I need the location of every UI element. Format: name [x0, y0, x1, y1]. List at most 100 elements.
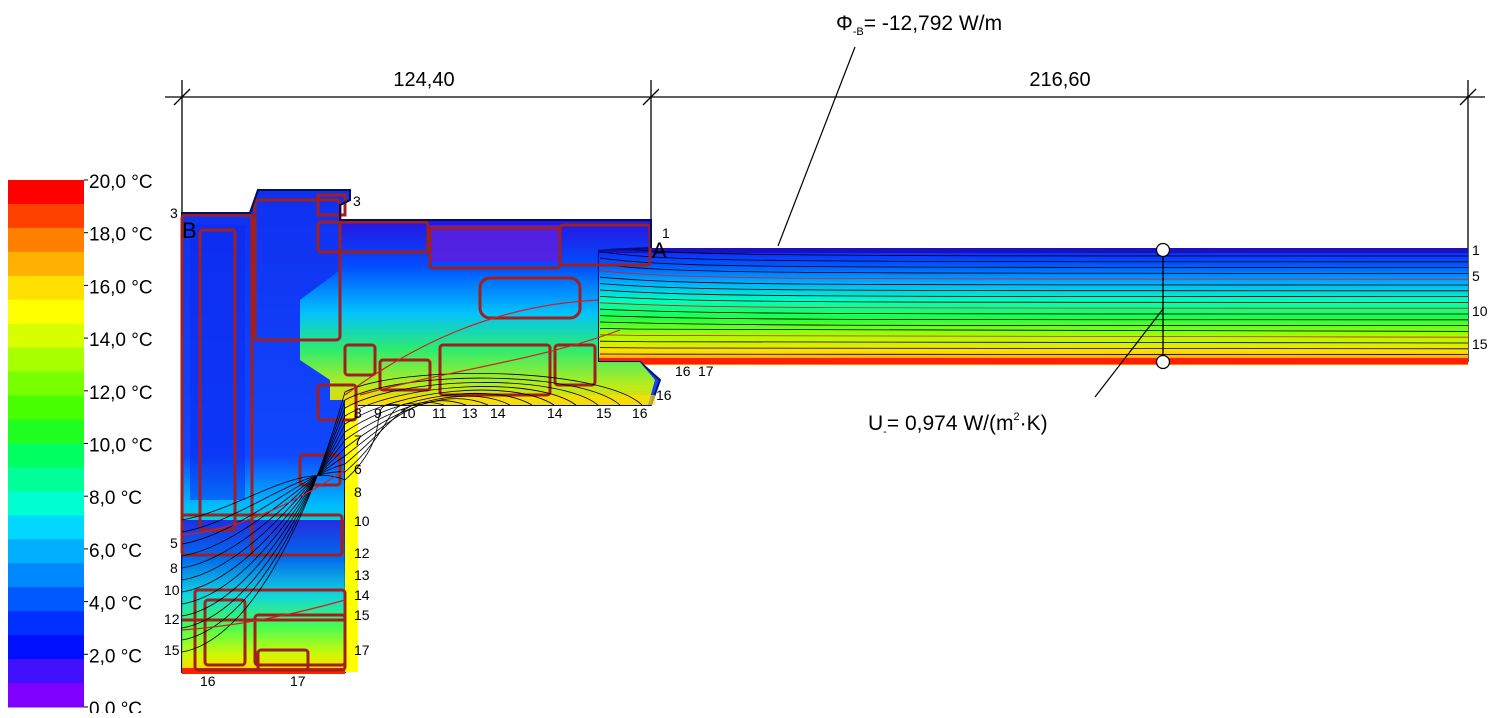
iso-label: 3 — [170, 205, 178, 221]
wall-isotherm — [599, 264, 1469, 274]
legend-swatch — [8, 635, 84, 660]
iso-label: 17 — [290, 673, 306, 689]
iso-label: 6 — [354, 461, 362, 477]
legend-label: 10,0 °C — [89, 436, 153, 457]
u-value-label: U-= 0,974 W/(m2·K) — [868, 411, 1048, 438]
iso-label: 5 — [1472, 268, 1480, 284]
iso-label: 16 — [632, 405, 648, 421]
iso-label: 7 — [354, 432, 362, 448]
isotherm-labels: 8 9 10 11 13 14 14 15 16 7 6 8 10 12 13 … — [164, 193, 1488, 689]
frame-isotherm — [181, 377, 621, 641]
iso-label: 14 — [490, 405, 506, 421]
flux-label: Φ-B= -12,792 W/m — [836, 12, 1002, 38]
wall-isotherm — [599, 321, 1469, 326]
frame-isotherm — [181, 398, 489, 569]
legend-swatch — [8, 203, 84, 229]
legend-swatch — [8, 275, 84, 301]
legend-swatch — [8, 563, 84, 588]
iso-label: 11 — [432, 405, 447, 421]
iso-label: 16 — [675, 363, 691, 379]
iso-label: 1 — [662, 225, 670, 241]
iso-label: 8 — [354, 405, 362, 421]
frame-isotherm — [181, 389, 555, 605]
iso-label: 16 — [200, 673, 216, 689]
legend-label: 16,0 °C — [89, 277, 153, 298]
legend-swatch — [8, 180, 84, 205]
flux-annotation: Φ-B= -12,792 W/m — [777, 12, 1002, 247]
legend-swatch — [8, 683, 84, 708]
iso-label: 17 — [354, 642, 370, 658]
wall-section — [598, 244, 1469, 365]
frame-isotherm — [181, 403, 423, 533]
iso-label: 8 — [354, 484, 362, 500]
legend-swatch — [8, 227, 84, 253]
frame-isotherms — [181, 372, 643, 653]
iso-label: 15 — [354, 607, 370, 623]
legend-label: 0,0 °C — [89, 699, 142, 713]
legend-swatch — [8, 659, 84, 684]
legend-label: 8,0 °C — [89, 488, 142, 509]
legend-swatch — [8, 251, 84, 277]
iso-label: 15 — [1472, 336, 1488, 352]
legend-label: 2,0 °C — [89, 646, 142, 667]
legend-label: 12,0 °C — [89, 383, 153, 404]
legend-label: 14,0 °C — [89, 330, 153, 351]
frame-outline — [182, 189, 652, 248]
iso-label: 14 — [354, 587, 370, 603]
wall-isotherm — [599, 302, 1469, 309]
frame-isotherms-red — [181, 299, 621, 631]
legend-swatch — [8, 467, 84, 492]
dimension-left: 124,40 — [393, 69, 454, 91]
iso-label: 15 — [596, 405, 612, 421]
frame-isotherm — [181, 395, 511, 581]
iso-label: 13 — [462, 405, 478, 421]
wall-isotherm — [599, 353, 1469, 355]
legend-swatch — [8, 515, 84, 540]
legend-swatch — [8, 299, 84, 325]
wall-isotherm — [599, 296, 1469, 303]
dimension-right: 216,60 — [1029, 69, 1090, 91]
iso-label: 10 — [164, 582, 180, 598]
frame-isotherm — [181, 382, 599, 629]
iso-label: 10 — [354, 513, 370, 529]
iso-label: 13 — [354, 567, 370, 583]
iso-label: 14 — [547, 405, 563, 421]
iso-label: 12 — [164, 611, 180, 627]
iso-label: 8 — [170, 560, 178, 576]
legend-swatch — [8, 587, 84, 612]
wall-isotherm — [599, 257, 1469, 268]
iso-label: 17 — [698, 363, 714, 379]
legend-label: 4,0 °C — [89, 594, 142, 615]
point-b-label: B — [182, 218, 197, 243]
legend-swatch — [8, 419, 84, 444]
legend-swatch — [8, 491, 84, 516]
temperature-legend: 20,0 °C 18,0 °C 16,0 °C 14,0 °C 12,0 °C 10,0 … — [8, 172, 153, 718]
legend-swatch — [8, 443, 84, 468]
point-a-label: A — [652, 238, 667, 263]
wall-isotherm — [599, 289, 1469, 297]
frame-isotherm — [181, 392, 533, 593]
iso-label: 10 — [400, 405, 416, 421]
legend-swatch — [8, 395, 84, 421]
legend-label: 20,0 °C — [89, 172, 153, 193]
frame-isotherm — [181, 372, 643, 653]
wall-isotherm — [599, 270, 1469, 280]
legend-swatch — [8, 371, 84, 397]
frame-isotherm — [181, 404, 401, 521]
u-value-marker: U-= 0,974 W/(m2·K) — [868, 242, 1171, 438]
iso-label: 12 — [354, 545, 370, 561]
legend-swatch — [8, 539, 84, 564]
wall-isotherm — [599, 251, 1469, 263]
frame-isotherm — [181, 386, 577, 617]
iso-label: 1 — [1472, 242, 1480, 258]
wall-isotherm — [599, 283, 1469, 292]
iso-label: 3 — [353, 193, 361, 209]
wall-isotherm — [599, 276, 1469, 286]
legend-swatch — [8, 323, 84, 349]
iso-label: 16 — [656, 387, 672, 403]
legend-label: 6,0 °C — [89, 541, 142, 562]
legend-swatch — [8, 347, 84, 373]
iso-label: 5 — [170, 535, 178, 551]
